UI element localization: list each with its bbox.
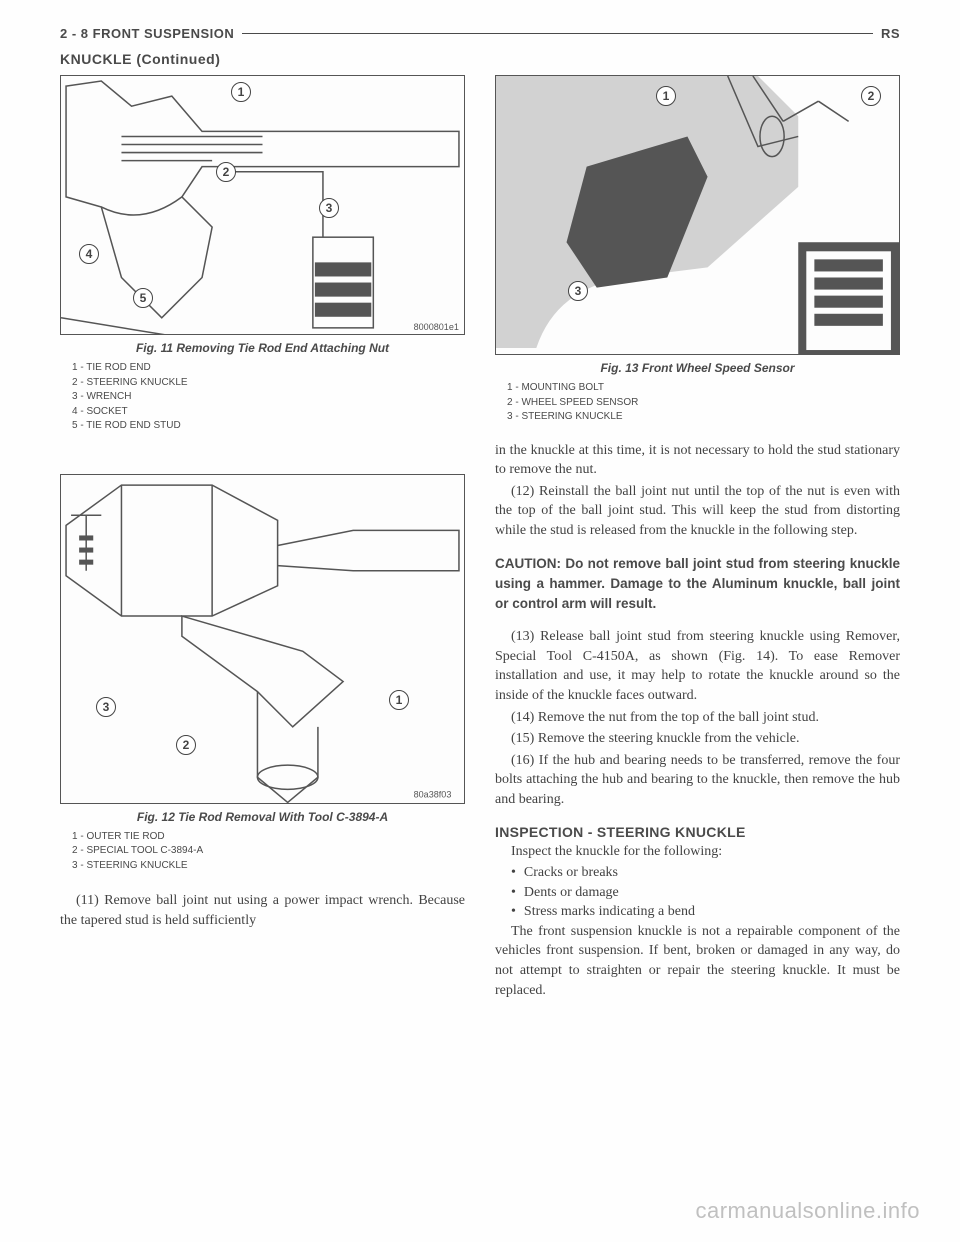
callout-3: 3: [319, 198, 339, 218]
callout-2: 2: [176, 735, 196, 755]
header-right: RS: [881, 26, 900, 41]
legend-item: 2 - WHEEL SPEED SENSOR: [507, 396, 900, 411]
figure-13: 1 2 3: [495, 75, 900, 355]
inspection-heading: INSPECTION - STEERING KNUCKLE: [495, 824, 900, 840]
callout-2: 2: [216, 162, 236, 182]
para-16: (16) If the hub and bearing needs to be …: [495, 751, 900, 810]
right-column: 1 2 3 Fig. 13 Front Wheel Speed Sensor 1…: [495, 75, 900, 1002]
bullet-item: Stress marks indicating a bend: [511, 902, 900, 922]
para-14: (14) Remove the nut from the top of the …: [495, 708, 900, 728]
figure-11-caption: Fig. 11 Removing Tie Rod End Attaching N…: [60, 341, 465, 355]
body-block-2: (13) Release ball joint stud from steeri…: [495, 627, 900, 809]
paragraph-11: (11) Remove ball joint nut using a power…: [60, 891, 465, 930]
callout-2: 2: [861, 86, 881, 106]
inspection-intro: Inspect the knuckle for the following:: [495, 842, 900, 862]
section-continued: KNUCKLE (Continued): [60, 51, 900, 67]
inspection-tail: The front suspension knuckle is not a re…: [495, 922, 900, 1000]
callout-3: 3: [568, 281, 588, 301]
figure-12-legend: 1 - OUTER TIE ROD 2 - SPECIAL TOOL C-389…: [60, 830, 465, 874]
bullet-item: Dents or damage: [511, 883, 900, 903]
para-13: (13) Release ball joint stud from steeri…: [495, 627, 900, 705]
para-15: (15) Remove the steering knuckle from th…: [495, 729, 900, 749]
figure-13-caption: Fig. 13 Front Wheel Speed Sensor: [495, 361, 900, 375]
figure-11-legend: 1 - TIE ROD END 2 - STEERING KNUCKLE 3 -…: [60, 361, 465, 434]
callout-1: 1: [656, 86, 676, 106]
bullet-item: Cracks or breaks: [511, 863, 900, 883]
callout-4: 4: [79, 244, 99, 264]
callout-5: 5: [133, 288, 153, 308]
two-column-layout: 8000801e1 1 2 3 4 5 Fig. 11 Removing Tie…: [60, 75, 900, 1002]
inspection-body: Inspect the knuckle for the following: C…: [495, 842, 900, 1001]
svg-text:8000801e1: 8000801e1: [414, 322, 459, 332]
page-header: 2 - 8 FRONT SUSPENSION RS: [60, 26, 900, 41]
legend-item: 4 - SOCKET: [72, 405, 465, 420]
callout-1: 1: [389, 690, 409, 710]
body-block: in the knuckle at this time, it is not n…: [495, 441, 900, 541]
figure-12-caption: Fig. 12 Tie Rod Removal With Tool C-3894…: [60, 810, 465, 824]
watermark: carmanualsonline.info: [695, 1198, 920, 1224]
figure-12-illustration: 80a38f03: [61, 475, 464, 804]
figure-13-legend: 1 - MOUNTING BOLT 2 - WHEEL SPEED SENSOR…: [495, 381, 900, 425]
header-rule: [242, 33, 873, 35]
figure-11-illustration: 8000801e1: [61, 76, 464, 335]
legend-item: 3 - STEERING KNUCKLE: [507, 410, 900, 425]
svg-text:80a38f03: 80a38f03: [414, 789, 452, 799]
legend-item: 1 - TIE ROD END: [72, 361, 465, 376]
figure-11: 8000801e1 1 2 3 4 5: [60, 75, 465, 335]
callout-3: 3: [96, 697, 116, 717]
figure-12: 80a38f03 1 2 3: [60, 474, 465, 804]
legend-item: 5 - TIE ROD END STUD: [72, 419, 465, 434]
legend-item: 1 - OUTER TIE ROD: [72, 830, 465, 845]
header-left: 2 - 8 FRONT SUSPENSION: [60, 26, 234, 41]
caution-block: CAUTION: Do not remove ball joint stud f…: [495, 554, 900, 613]
callout-1: 1: [231, 82, 251, 102]
legend-item: 2 - SPECIAL TOOL C-3894-A: [72, 844, 465, 859]
para-text: (11) Remove ball joint nut using a power…: [60, 891, 465, 930]
legend-item: 3 - STEERING KNUCKLE: [72, 859, 465, 874]
manual-page: 2 - 8 FRONT SUSPENSION RS KNUCKLE (Conti…: [0, 0, 960, 1180]
para-cont: in the knuckle at this time, it is not n…: [495, 441, 900, 480]
figure-13-illustration: [496, 76, 899, 355]
legend-item: 3 - WRENCH: [72, 390, 465, 405]
legend-item: 1 - MOUNTING BOLT: [507, 381, 900, 396]
para-12: (12) Reinstall the ball joint nut until …: [495, 482, 900, 541]
inspection-bullets: Cracks or breaks Dents or damage Stress …: [495, 863, 900, 922]
left-column: 8000801e1 1 2 3 4 5 Fig. 11 Removing Tie…: [60, 75, 465, 1002]
legend-item: 2 - STEERING KNUCKLE: [72, 376, 465, 391]
